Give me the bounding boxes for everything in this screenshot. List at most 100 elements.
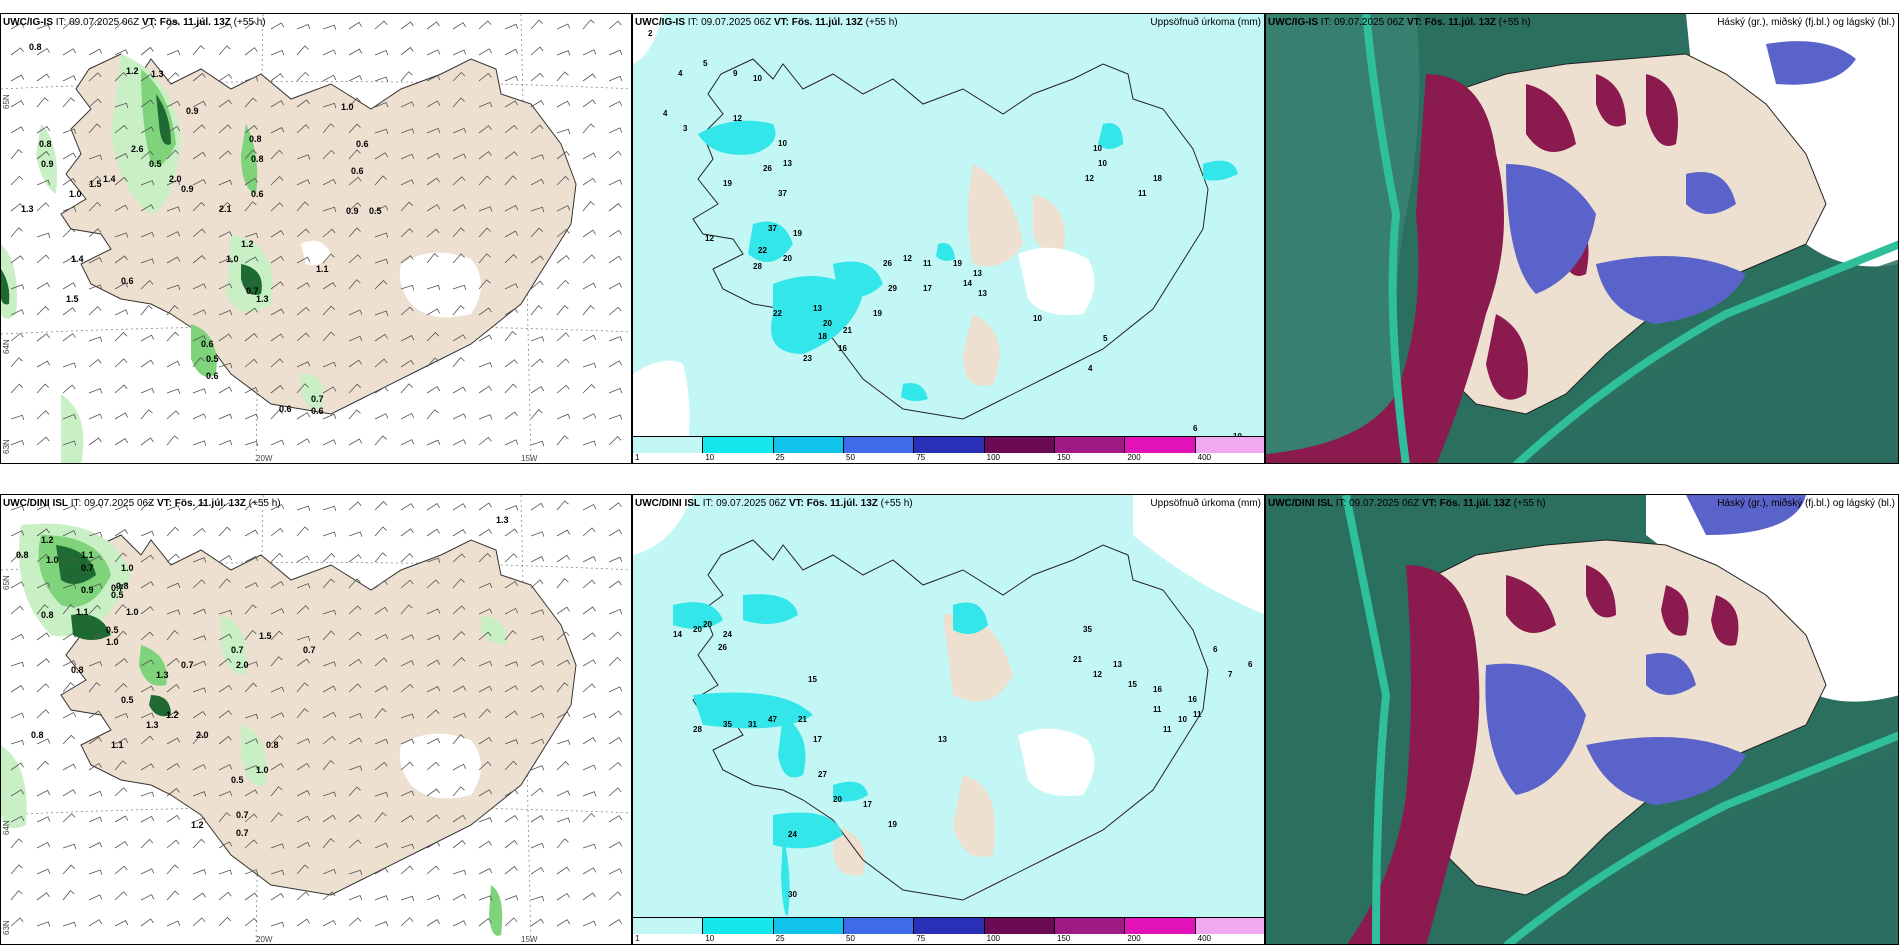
wind-value-label: 0.8: [116, 581, 129, 591]
precip-value-label: 2: [648, 29, 653, 38]
lat-label: 63N: [2, 439, 11, 454]
glacier: [399, 733, 481, 799]
land-dry: [963, 314, 1000, 386]
wind-value-label: 0.6: [311, 406, 324, 416]
precip-value-label: 14: [673, 630, 682, 639]
precip-title: Uppsöfnuð úrkoma (mm): [1150, 17, 1261, 28]
heavy-precip: [673, 594, 988, 916]
precip-value-label: 6: [1213, 645, 1218, 654]
colorbar-tick: 50: [846, 934, 855, 943]
lon-label: 20W: [256, 935, 273, 944]
colorbar-tick: 10: [705, 453, 715, 462]
glacier: [1018, 247, 1095, 315]
precip-value-label: 20: [823, 319, 832, 328]
dry-area: [633, 360, 690, 444]
init-time: IT: 09.07.2025 06Z: [55, 17, 140, 28]
wind-value-label: 1.0: [126, 607, 139, 617]
wind-value-label: 0.8: [251, 154, 264, 164]
precip-value-label: 23: [803, 354, 812, 363]
model-name: UWC/DINI ISL: [635, 498, 700, 509]
precip-value-label: 27: [818, 770, 827, 779]
wind-value-label: 0.7: [231, 645, 244, 655]
precip-value-label: 35: [1083, 625, 1092, 634]
wind-value-label: 0.6: [251, 189, 264, 199]
panel-header: UWC/IG-IS IT: 09.07.2025 06Z VT: Fös. 11…: [3, 17, 266, 28]
colorbar-tick: 10: [705, 934, 715, 943]
precip-value-label: 37: [778, 189, 787, 198]
precip-value-label: 19: [793, 229, 802, 238]
precip-value-label: 16: [1153, 685, 1162, 694]
colorbar-tick: 25: [775, 453, 785, 462]
wind-value-label: 1.3: [146, 720, 159, 730]
precip-value-label: 12: [733, 114, 742, 123]
precip-value-label: 13: [973, 269, 982, 278]
wind-value-label: 2.0: [236, 660, 249, 670]
precip-value-label: 11: [1193, 710, 1202, 719]
colorbar-tick: 75: [916, 934, 926, 943]
lon-label: 15W: [521, 454, 538, 463]
cloud-title: Háský (gr.), miðský (fj.bl.) og lágský (…: [1717, 498, 1895, 509]
precip-value-label: 10: [753, 74, 762, 83]
colorbar-tick: 25: [775, 934, 785, 943]
precip-value-label: 24: [788, 830, 797, 839]
precip-value-label: 15: [1128, 680, 1137, 689]
wind-value-label: 1.0: [106, 637, 119, 647]
precip-value-label: 26: [718, 643, 727, 652]
wind-value-label: 1.5: [259, 631, 272, 641]
colorbar-tick: 150: [1057, 453, 1071, 462]
precip-value-label: 31: [748, 720, 757, 729]
precip-value-label: 20: [703, 620, 712, 629]
wind-value-label: 1.3: [21, 204, 34, 214]
precip-value-label: 19: [953, 259, 962, 268]
dry-area: [633, 495, 693, 555]
wind-value-label: 1.1: [81, 550, 94, 560]
dry-area: [1133, 495, 1264, 615]
colorbar-swatch: [844, 437, 915, 453]
wind-value-label: 0.7: [81, 563, 94, 573]
colorbar-swatch: [1055, 918, 1126, 934]
wind-value-label: 0.6: [356, 139, 369, 149]
green-contours: [1, 523, 507, 936]
lead-time: (+55 h): [865, 17, 898, 28]
precip-value-label: 18: [1153, 174, 1162, 183]
colorbar-tick: 50: [846, 453, 855, 462]
iceland-land: [60, 534, 577, 896]
cloud-high: [1485, 495, 1806, 805]
wind-value-label: 1.0: [69, 189, 82, 199]
valid-time: VT: Fös. 11.júl. 13Z: [773, 17, 863, 28]
coastline: [692, 539, 1209, 901]
precip-value-label: 12: [705, 234, 714, 243]
precip-value-label: 5: [1103, 334, 1108, 343]
wind-value-label: 0.7: [236, 828, 249, 838]
wind-value-label: 0.8: [31, 730, 44, 740]
valid-time: VT: Fös. 11.júl. 13Z: [788, 498, 878, 509]
wind-value-label: 1.0: [121, 563, 134, 573]
wind-value-label: 0.5: [149, 159, 162, 169]
wind-value-label: 0.9: [346, 206, 359, 216]
lat-label: 65N: [2, 575, 11, 590]
precip-value-label: 6: [1193, 424, 1198, 433]
precip-value-label: 37: [768, 224, 777, 233]
wind-value-label: 0.5: [369, 206, 382, 216]
wind-value-label: 1.4: [103, 174, 116, 184]
wind-value-label: 0.9: [41, 159, 54, 169]
panel-header: UWC/DINI ISL IT: 09.07.2025 06Z VT: Fös.…: [3, 498, 281, 509]
cloud-map-bottom: [1266, 495, 1898, 944]
green-contours: [1, 54, 324, 463]
wind-panel-top: UWC/IG-IS IT: 09.07.2025 06Z VT: Fös. 11…: [0, 13, 632, 464]
colorbar-swatch: [703, 437, 774, 453]
wind-value-label: 2.6: [131, 144, 144, 154]
glacier: [1018, 728, 1095, 796]
wind-value-label: 1.5: [89, 179, 102, 189]
wind-value-label: 2.0: [196, 730, 209, 740]
panel-header: UWC/DINI ISL IT: 09.07.2025 06Z VT: Fös.…: [635, 498, 913, 509]
wind-value-label: 0.8: [266, 740, 279, 750]
wind-value-label: 1.2: [126, 66, 139, 76]
precip-value-label: 16: [838, 344, 847, 353]
land-dry: [833, 825, 865, 876]
wind-value-label: 1.0: [256, 765, 269, 775]
wind-value-label: 0.9: [186, 106, 199, 116]
precip-value-label: 10: [1033, 314, 1042, 323]
wind-value-label: 0.6: [121, 276, 134, 286]
colorbar-tick: 1: [635, 934, 640, 943]
